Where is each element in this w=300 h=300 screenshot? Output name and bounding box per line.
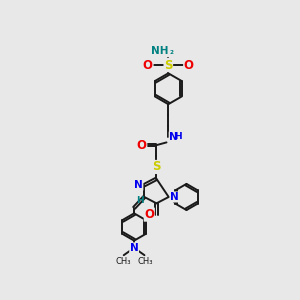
Text: O: O <box>143 58 153 72</box>
Text: N: N <box>134 180 143 190</box>
Text: N: N <box>130 243 139 253</box>
Text: O: O <box>184 58 194 72</box>
Text: NH: NH <box>151 46 168 56</box>
Text: S: S <box>164 58 172 72</box>
Text: CH₃: CH₃ <box>115 256 130 266</box>
Text: O: O <box>144 208 154 221</box>
Text: H: H <box>174 132 182 141</box>
Text: ₂: ₂ <box>169 47 173 56</box>
Text: N: N <box>169 132 178 142</box>
Text: N: N <box>170 192 179 202</box>
Text: O: O <box>136 139 146 152</box>
Text: H: H <box>136 196 143 205</box>
Text: CH₃: CH₃ <box>138 256 153 266</box>
Text: S: S <box>152 160 161 173</box>
